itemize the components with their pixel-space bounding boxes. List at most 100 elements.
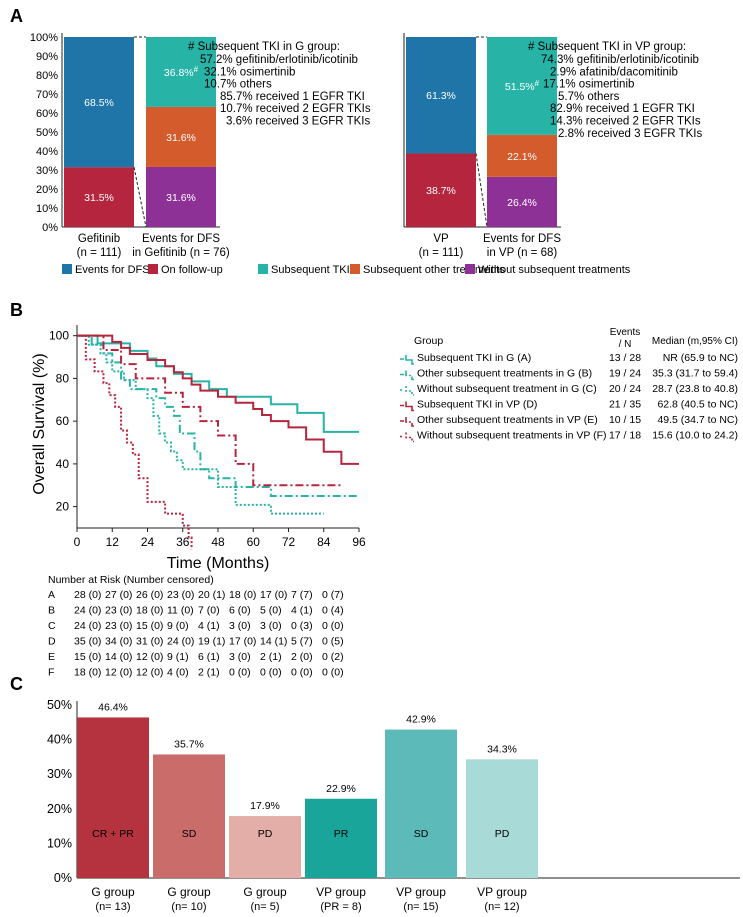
risk-cell: 2 (0)	[291, 651, 313, 663]
right-bar-segment	[406, 153, 476, 227]
c-bar	[229, 816, 301, 878]
c-bar-sub: (n= 15)	[403, 901, 438, 913]
left-bar-sub: (n = 111)	[77, 247, 122, 259]
legend-events: 20 / 24	[609, 383, 641, 395]
legend-label: Subsequent TKI	[271, 264, 350, 276]
risk-cell: 3 (0)	[229, 651, 251, 663]
risk-cell: 28 (0)	[74, 589, 101, 601]
left-tick-label: 90%	[36, 51, 58, 63]
km-y-axis-label: Overall Survival (%)	[31, 353, 48, 494]
right-segment-label: 38.7%	[426, 185, 456, 197]
risk-cell: 5 (0)	[260, 605, 282, 617]
superscript: #	[194, 64, 199, 73]
legend-group-name: Other subsequent treatments in G (B)	[417, 368, 592, 380]
km-x-tick-label: 48	[211, 535, 225, 549]
risk-row-label: F	[48, 667, 54, 679]
panel-a-right-chart: 38.7% 61.3% VP (n = 111) 26.4% 22.1% 51.5%# Eve…	[403, 33, 702, 259]
left-tick-label: 100%	[30, 32, 58, 44]
risk-cell: 4 (0)	[167, 667, 189, 679]
risk-cell: 0 (0)	[322, 620, 344, 632]
left-tick-label: 0%	[42, 222, 58, 234]
left-segment-label: 31.5%	[84, 192, 114, 204]
panel-a-legend: Events for DFS On follow-up Subsequent TKI…	[62, 264, 631, 276]
risk-cell: 17 (0)	[229, 636, 256, 648]
left-tick-label: 60%	[36, 108, 58, 120]
risk-cell: 5 (7)	[291, 636, 313, 648]
left-bar-name: Events for DFS	[142, 233, 220, 245]
left-tick-label: 10%	[36, 203, 58, 215]
legend-median: 35.3 (31.7 to 59.4)	[652, 368, 738, 380]
left-bar-name: Gefitinib	[78, 233, 120, 245]
right-note-line: 5.7% others	[558, 91, 620, 103]
risk-cell: 0 (5)	[322, 636, 344, 648]
km-y-tick-label: 80	[56, 371, 70, 385]
left-segment-label: 31.6%	[166, 192, 196, 204]
km-curve-D	[77, 334, 359, 465]
risk-cell: 7 (0)	[198, 605, 220, 617]
risk-cell: 15 (0)	[136, 620, 163, 632]
legend-group-name: Subsequent TKI in VP (D)	[417, 399, 537, 411]
km-curve-B	[77, 334, 359, 497]
km-x-tick-label: 12	[106, 535, 120, 549]
right-note-line: 17.1% osimertinib	[543, 79, 634, 91]
km-y-tick-label: 20	[56, 500, 70, 514]
risk-table-title: Number at Risk (Number censored)	[48, 574, 214, 586]
risk-cell: 20 (1)	[198, 589, 225, 601]
risk-cell: 7 (7)	[291, 589, 313, 601]
risk-cell: 23 (0)	[105, 620, 132, 632]
legend-swatch	[148, 264, 158, 274]
c-tick-label: 50%	[47, 698, 72, 712]
risk-cell: 0 (2)	[322, 651, 344, 663]
risk-cell: 0 (4)	[322, 605, 344, 617]
km-y-tick-label: 100	[49, 329, 69, 343]
c-tick-label: 0%	[54, 871, 72, 885]
legend-median: 49.5 (34.7 to NC)	[657, 414, 738, 426]
km-y-tick-label: 40	[56, 457, 70, 471]
km-curve-F	[77, 334, 193, 550]
right-connector-bottom	[475, 153, 488, 228]
left-note-line: 10.7% others	[204, 79, 272, 91]
risk-cell: 0 (0)	[229, 667, 251, 679]
km-curve-C	[77, 334, 324, 515]
risk-cell: 0 (0)	[260, 667, 282, 679]
c-bar-value: 22.9%	[326, 783, 356, 795]
left-note-line: 85.7% received 1 EGFR TKI	[220, 91, 365, 103]
risk-row-label: E	[48, 651, 55, 663]
legend-swatch	[258, 264, 268, 274]
risk-cell: 2 (1)	[198, 667, 220, 679]
right-note-line: 2.9% afatinib/dacomitinib	[550, 66, 678, 78]
right-segment-label: 61.3%	[426, 90, 456, 102]
legend-events: 21 / 35	[609, 399, 641, 411]
risk-cell: 3 (0)	[229, 620, 251, 632]
risk-row-label: D	[48, 636, 56, 648]
legend-group-name: Without subsequent treatment in G (C)	[417, 383, 597, 395]
legend-swatch	[350, 264, 360, 274]
c-bar-name: G group	[167, 885, 211, 899]
c-tick-label: 40%	[47, 733, 72, 747]
c-bar	[77, 717, 149, 878]
risk-cell: 2 (1)	[260, 651, 282, 663]
left-note-line: 3.6% received 3 EGFR TKIs	[226, 116, 370, 128]
legend-events: 10 / 15	[609, 414, 641, 426]
c-bar	[385, 729, 457, 878]
risk-cell: 0 (7)	[322, 589, 344, 601]
risk-cell: 24 (0)	[74, 605, 101, 617]
left-bar-segment	[64, 37, 134, 168]
risk-cell: 12 (0)	[136, 667, 163, 679]
left-tick-label: 30%	[36, 165, 58, 177]
left-bar-sub: in Gefitinib (n = 76)	[132, 247, 230, 259]
c-bar-sub: (PR = 8)	[320, 901, 361, 913]
panel-c-bar-chart: 0% 10% 20% 30% 40% 50% 46.4% CR + PR G group (n= …	[47, 698, 740, 913]
risk-row-label: B	[48, 605, 55, 617]
c-bar-name: G group	[243, 885, 287, 899]
left-tick-label: 20%	[36, 184, 58, 196]
c-bar-inner-label: PD	[495, 828, 510, 840]
left-connector-bottom	[133, 167, 147, 228]
km-x-tick-label: 72	[282, 535, 296, 549]
risk-cell: 18 (0)	[74, 667, 101, 679]
c-bar-value: 34.3%	[487, 743, 517, 755]
c-tick-label: 10%	[47, 836, 72, 850]
risk-cell: 18 (0)	[136, 605, 163, 617]
risk-cell: 35 (0)	[74, 636, 101, 648]
